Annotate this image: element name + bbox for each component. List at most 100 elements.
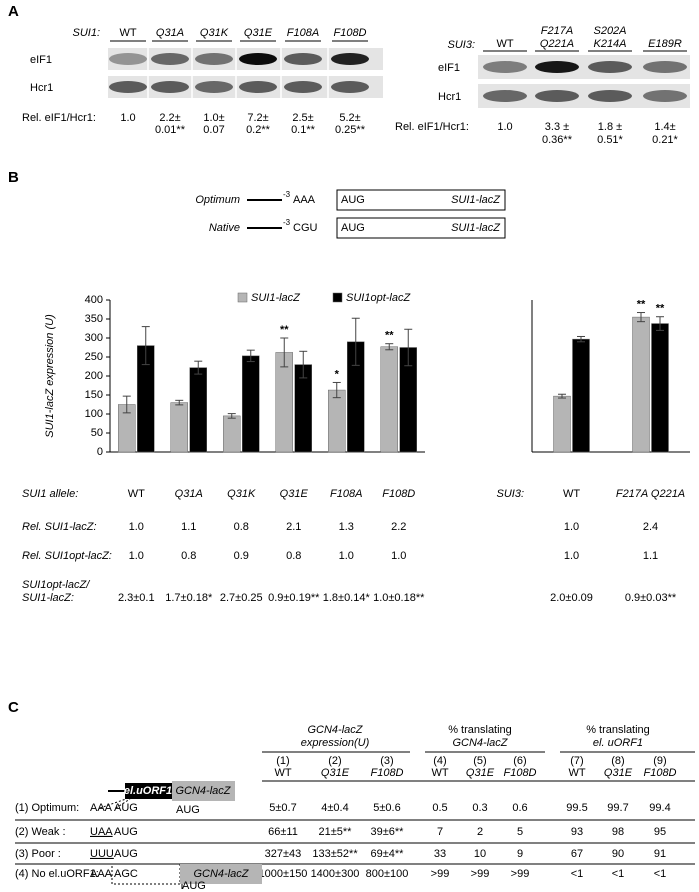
legend-label: SUI1-lacZ bbox=[251, 292, 301, 304]
cell: 7 bbox=[437, 826, 443, 838]
construct-gene: SUI1-lacZ bbox=[451, 222, 501, 234]
y-tick-label: 100 bbox=[85, 408, 103, 420]
blot-row-label: eIF1 bbox=[30, 54, 52, 66]
rel-value: 2.2± bbox=[159, 112, 180, 124]
cell: >99 bbox=[471, 868, 490, 880]
column-header: Q31E bbox=[466, 767, 495, 779]
blot-band bbox=[643, 90, 687, 102]
y-tick-label: 300 bbox=[85, 332, 103, 344]
lane-label: E189R bbox=[648, 38, 682, 50]
rel-value: 1.4± bbox=[654, 121, 675, 133]
construct-start: AUG bbox=[341, 222, 365, 234]
blot-row-label: eIF1 bbox=[438, 62, 460, 74]
blot-band bbox=[195, 81, 233, 93]
x-tick-label: Q31E bbox=[280, 488, 309, 500]
group-header: % translating bbox=[586, 724, 650, 736]
gene-label: SUI3: bbox=[447, 39, 475, 51]
row-value: 2.3±0.1 bbox=[118, 592, 155, 604]
y-tick-label: 0 bbox=[97, 446, 103, 458]
lane-label: K214A bbox=[593, 38, 626, 50]
row-value: 2.0±0.09 bbox=[550, 592, 593, 604]
x-tick-label: F108D bbox=[382, 488, 415, 500]
cell: 99.5 bbox=[566, 802, 587, 814]
row-context: UAA bbox=[90, 826, 113, 838]
blot-band bbox=[109, 81, 147, 93]
column-header: (1) bbox=[276, 755, 289, 767]
row-start: AUG bbox=[114, 826, 138, 838]
cell: 69±4** bbox=[371, 848, 405, 860]
y-tick-label: 150 bbox=[85, 389, 103, 401]
blot-band bbox=[239, 81, 277, 93]
x-tick-label: F108A bbox=[330, 488, 362, 500]
blot-band bbox=[109, 53, 147, 65]
blot-band bbox=[284, 53, 322, 65]
row-value: 2.4 bbox=[643, 521, 658, 533]
bar bbox=[189, 367, 207, 453]
row-start: AUG bbox=[114, 802, 138, 814]
lane-label: WT bbox=[496, 38, 513, 50]
bar bbox=[651, 323, 669, 453]
cell: 2 bbox=[477, 826, 483, 838]
column-header: F108D bbox=[643, 767, 676, 779]
blot-band bbox=[284, 81, 322, 93]
cell: 5±0.7 bbox=[269, 802, 296, 814]
column-header: (3) bbox=[380, 755, 393, 767]
significance: ** bbox=[385, 330, 394, 342]
row-value: 0.9 bbox=[234, 550, 249, 562]
blot-band bbox=[483, 61, 527, 73]
construct-gene: SUI1-lacZ bbox=[451, 194, 501, 206]
row-label: SUI1opt-lacZ/ bbox=[22, 579, 90, 591]
lane-label: F108A bbox=[287, 27, 319, 39]
row-context: UUU bbox=[90, 848, 114, 860]
bar bbox=[553, 395, 571, 453]
bar bbox=[632, 316, 650, 453]
gene-box bbox=[180, 864, 262, 884]
significance: ** bbox=[280, 324, 289, 336]
y-tick-label: 200 bbox=[85, 370, 103, 382]
uorf-box bbox=[125, 783, 172, 799]
column-header: (9) bbox=[653, 755, 666, 767]
cell: 327±43 bbox=[265, 848, 302, 860]
gene-label: SUI1: bbox=[72, 27, 100, 39]
blot-band bbox=[331, 53, 369, 65]
row-value: 0.8 bbox=[286, 550, 301, 562]
row-value: 1.3 bbox=[339, 521, 354, 533]
group-header: GCN4-lacZ bbox=[307, 724, 363, 736]
panel-label: A bbox=[8, 3, 19, 20]
y-tick-label: 350 bbox=[85, 313, 103, 325]
cell: 10 bbox=[474, 848, 486, 860]
pointer bbox=[99, 798, 127, 809]
row-label: Rel. SUI1opt-lacZ: bbox=[22, 550, 112, 562]
cell: 99.4 bbox=[649, 802, 670, 814]
cell: 91 bbox=[654, 848, 666, 860]
row-value: 0.8 bbox=[234, 521, 249, 533]
cell: 0.6 bbox=[512, 802, 527, 814]
row-value: 1.0 bbox=[339, 550, 354, 562]
blot-band bbox=[588, 61, 632, 73]
cell: <1 bbox=[654, 868, 667, 880]
rel-value: 0.01** bbox=[155, 124, 186, 136]
rel-value: 3.3 ± bbox=[545, 121, 569, 133]
rel-value: 0.1** bbox=[291, 124, 316, 136]
row-label: (2) Weak : bbox=[15, 826, 66, 838]
rel-value: 1.8 ± bbox=[598, 121, 622, 133]
blot-band bbox=[151, 53, 189, 65]
x-tick-label: Q31A bbox=[175, 488, 203, 500]
y-axis-label: SUI1-lacZ expression (U) bbox=[44, 314, 56, 438]
group-header: % translating bbox=[448, 724, 512, 736]
rel-value: 1.0 bbox=[497, 121, 512, 133]
column-header: (5) bbox=[473, 755, 486, 767]
blot-band bbox=[588, 90, 632, 102]
gene-box bbox=[172, 781, 235, 801]
y-tick-label: 50 bbox=[91, 427, 103, 439]
column-header: WT bbox=[274, 767, 291, 779]
bar bbox=[380, 346, 398, 453]
blot-band bbox=[239, 53, 277, 65]
rel-value: 0.25** bbox=[335, 124, 366, 136]
rel-value: 0.2** bbox=[246, 124, 271, 136]
blot-band bbox=[643, 61, 687, 73]
cell: 67 bbox=[571, 848, 583, 860]
cell: 5±0.6 bbox=[373, 802, 400, 814]
bar bbox=[242, 355, 260, 453]
